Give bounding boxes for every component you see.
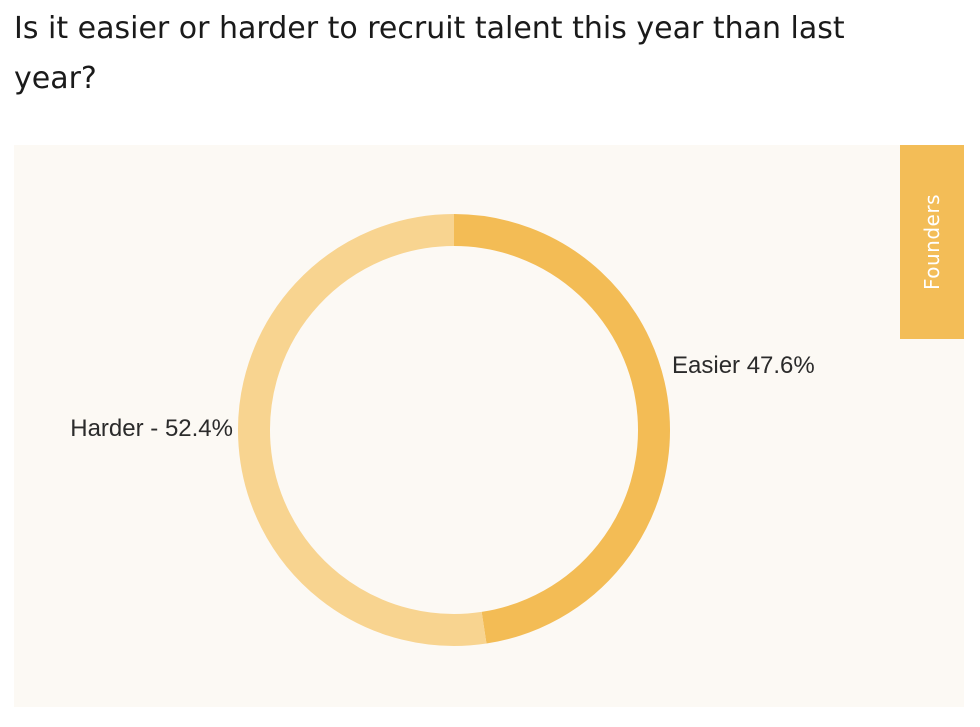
donut-slice-easier bbox=[453, 214, 670, 644]
founders-tab[interactable]: Founders bbox=[900, 145, 964, 339]
chart-panel: Easier 47.6% Harder - 52.4% Founders bbox=[14, 145, 964, 707]
founders-tab-label: Founders bbox=[920, 193, 944, 291]
donut-slices bbox=[238, 214, 670, 646]
donut-chart: Easier 47.6% Harder - 52.4% bbox=[70, 214, 815, 646]
slice-label-harder: Harder - 52.4% bbox=[70, 415, 233, 442]
question-title: Is it easier or harder to recruit talent… bbox=[14, 11, 845, 96]
donut-slice-harder bbox=[238, 214, 487, 646]
slice-label-easier: Easier 47.6% bbox=[672, 352, 815, 379]
